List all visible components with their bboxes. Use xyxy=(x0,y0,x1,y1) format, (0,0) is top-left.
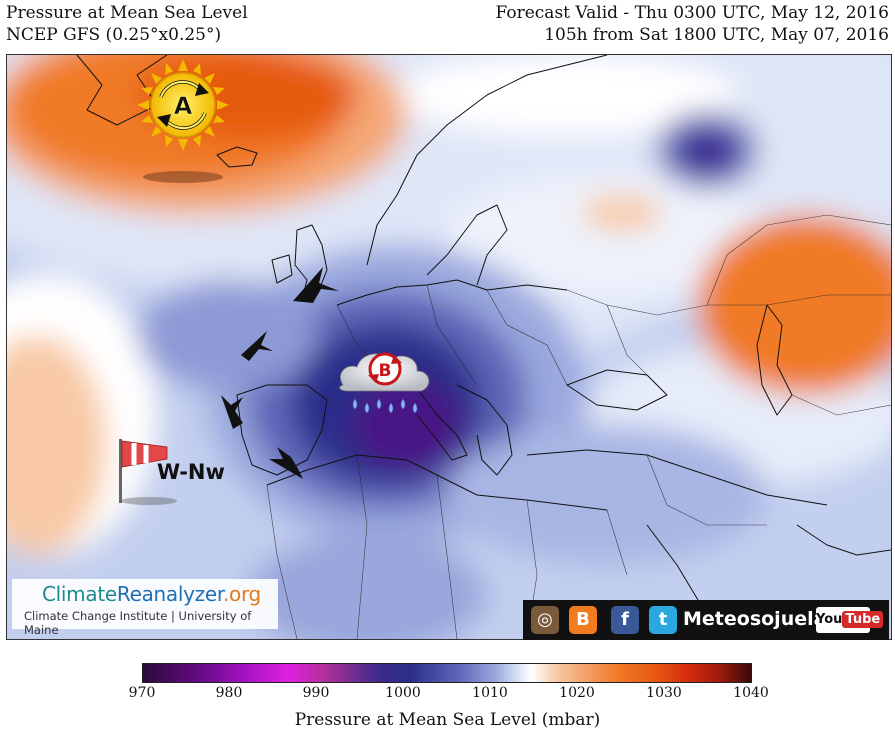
forecast-valid-time: Forecast Valid - Thu 0300 UTC, May 12, 2… xyxy=(495,3,890,23)
colorbar-tick: 1040 xyxy=(733,685,769,701)
social-account-name: Meteosojuela xyxy=(683,608,827,630)
colorbar-tick: 970 xyxy=(128,685,156,701)
credit-brand: ClimateReanalyzer.org xyxy=(42,582,261,606)
colorbar-tick: 1020 xyxy=(559,685,595,701)
blogger-icon[interactable]: B xyxy=(569,606,597,634)
colorbar-tick: 1030 xyxy=(646,685,682,701)
low-pressure-label: B xyxy=(379,361,392,381)
instagram-icon[interactable]: ◎ xyxy=(531,606,559,634)
facebook-icon[interactable]: f xyxy=(611,606,639,634)
colorbar-tick: 980 xyxy=(215,685,243,701)
windsock-icon xyxy=(119,439,177,505)
high-pressure-label: A xyxy=(174,92,193,120)
youtube-icon[interactable]: You Tube xyxy=(816,607,884,633)
pressure-field xyxy=(7,55,891,639)
colorbar-tick: 1010 xyxy=(472,685,508,701)
low-pressure-rain-cloud-icon: B xyxy=(339,352,430,414)
map-title: Pressure at Mean Sea Level xyxy=(6,3,248,23)
forecast-lead-time: 105h from Sat 1800 UTC, May 07, 2016 xyxy=(544,25,889,45)
social-banner: ◎ B f t Meteosojuela You Tube xyxy=(523,600,889,640)
colorbar-tick: 990 xyxy=(302,685,330,701)
wind-arrow-icon xyxy=(221,395,243,429)
pressure-map[interactable]: A B xyxy=(6,54,892,640)
wind-arrows xyxy=(221,267,339,479)
high-pressure-sun-icon: A xyxy=(137,59,229,183)
wind-arrow-icon xyxy=(269,447,303,479)
credit-subtitle: Climate Change Institute | University of… xyxy=(24,609,252,637)
colorbar-tick: 1000 xyxy=(385,685,421,701)
wind-arrow-icon xyxy=(241,331,273,361)
colorbar-label: Pressure at Mean Sea Level (mbar) xyxy=(294,710,601,730)
header-right: Forecast Valid - Thu 0300 UTC, May 12, 2… xyxy=(496,2,890,46)
wind-arrow-icon xyxy=(293,267,339,303)
map-canvas: A B xyxy=(7,55,891,639)
twitter-icon[interactable]: t xyxy=(649,606,677,634)
model-name: NCEP GFS (0.25°x0.25°) xyxy=(6,25,222,45)
wind-direction-label: W-Nw xyxy=(157,460,225,484)
coastlines xyxy=(76,55,891,639)
pressure-colorbar xyxy=(142,663,752,683)
header-left: Pressure at Mean Sea Level NCEP GFS (0.2… xyxy=(6,2,248,46)
climate-reanalyzer-credit[interactable]: ClimateReanalyzer.org Climate Change Ins… xyxy=(12,579,278,637)
